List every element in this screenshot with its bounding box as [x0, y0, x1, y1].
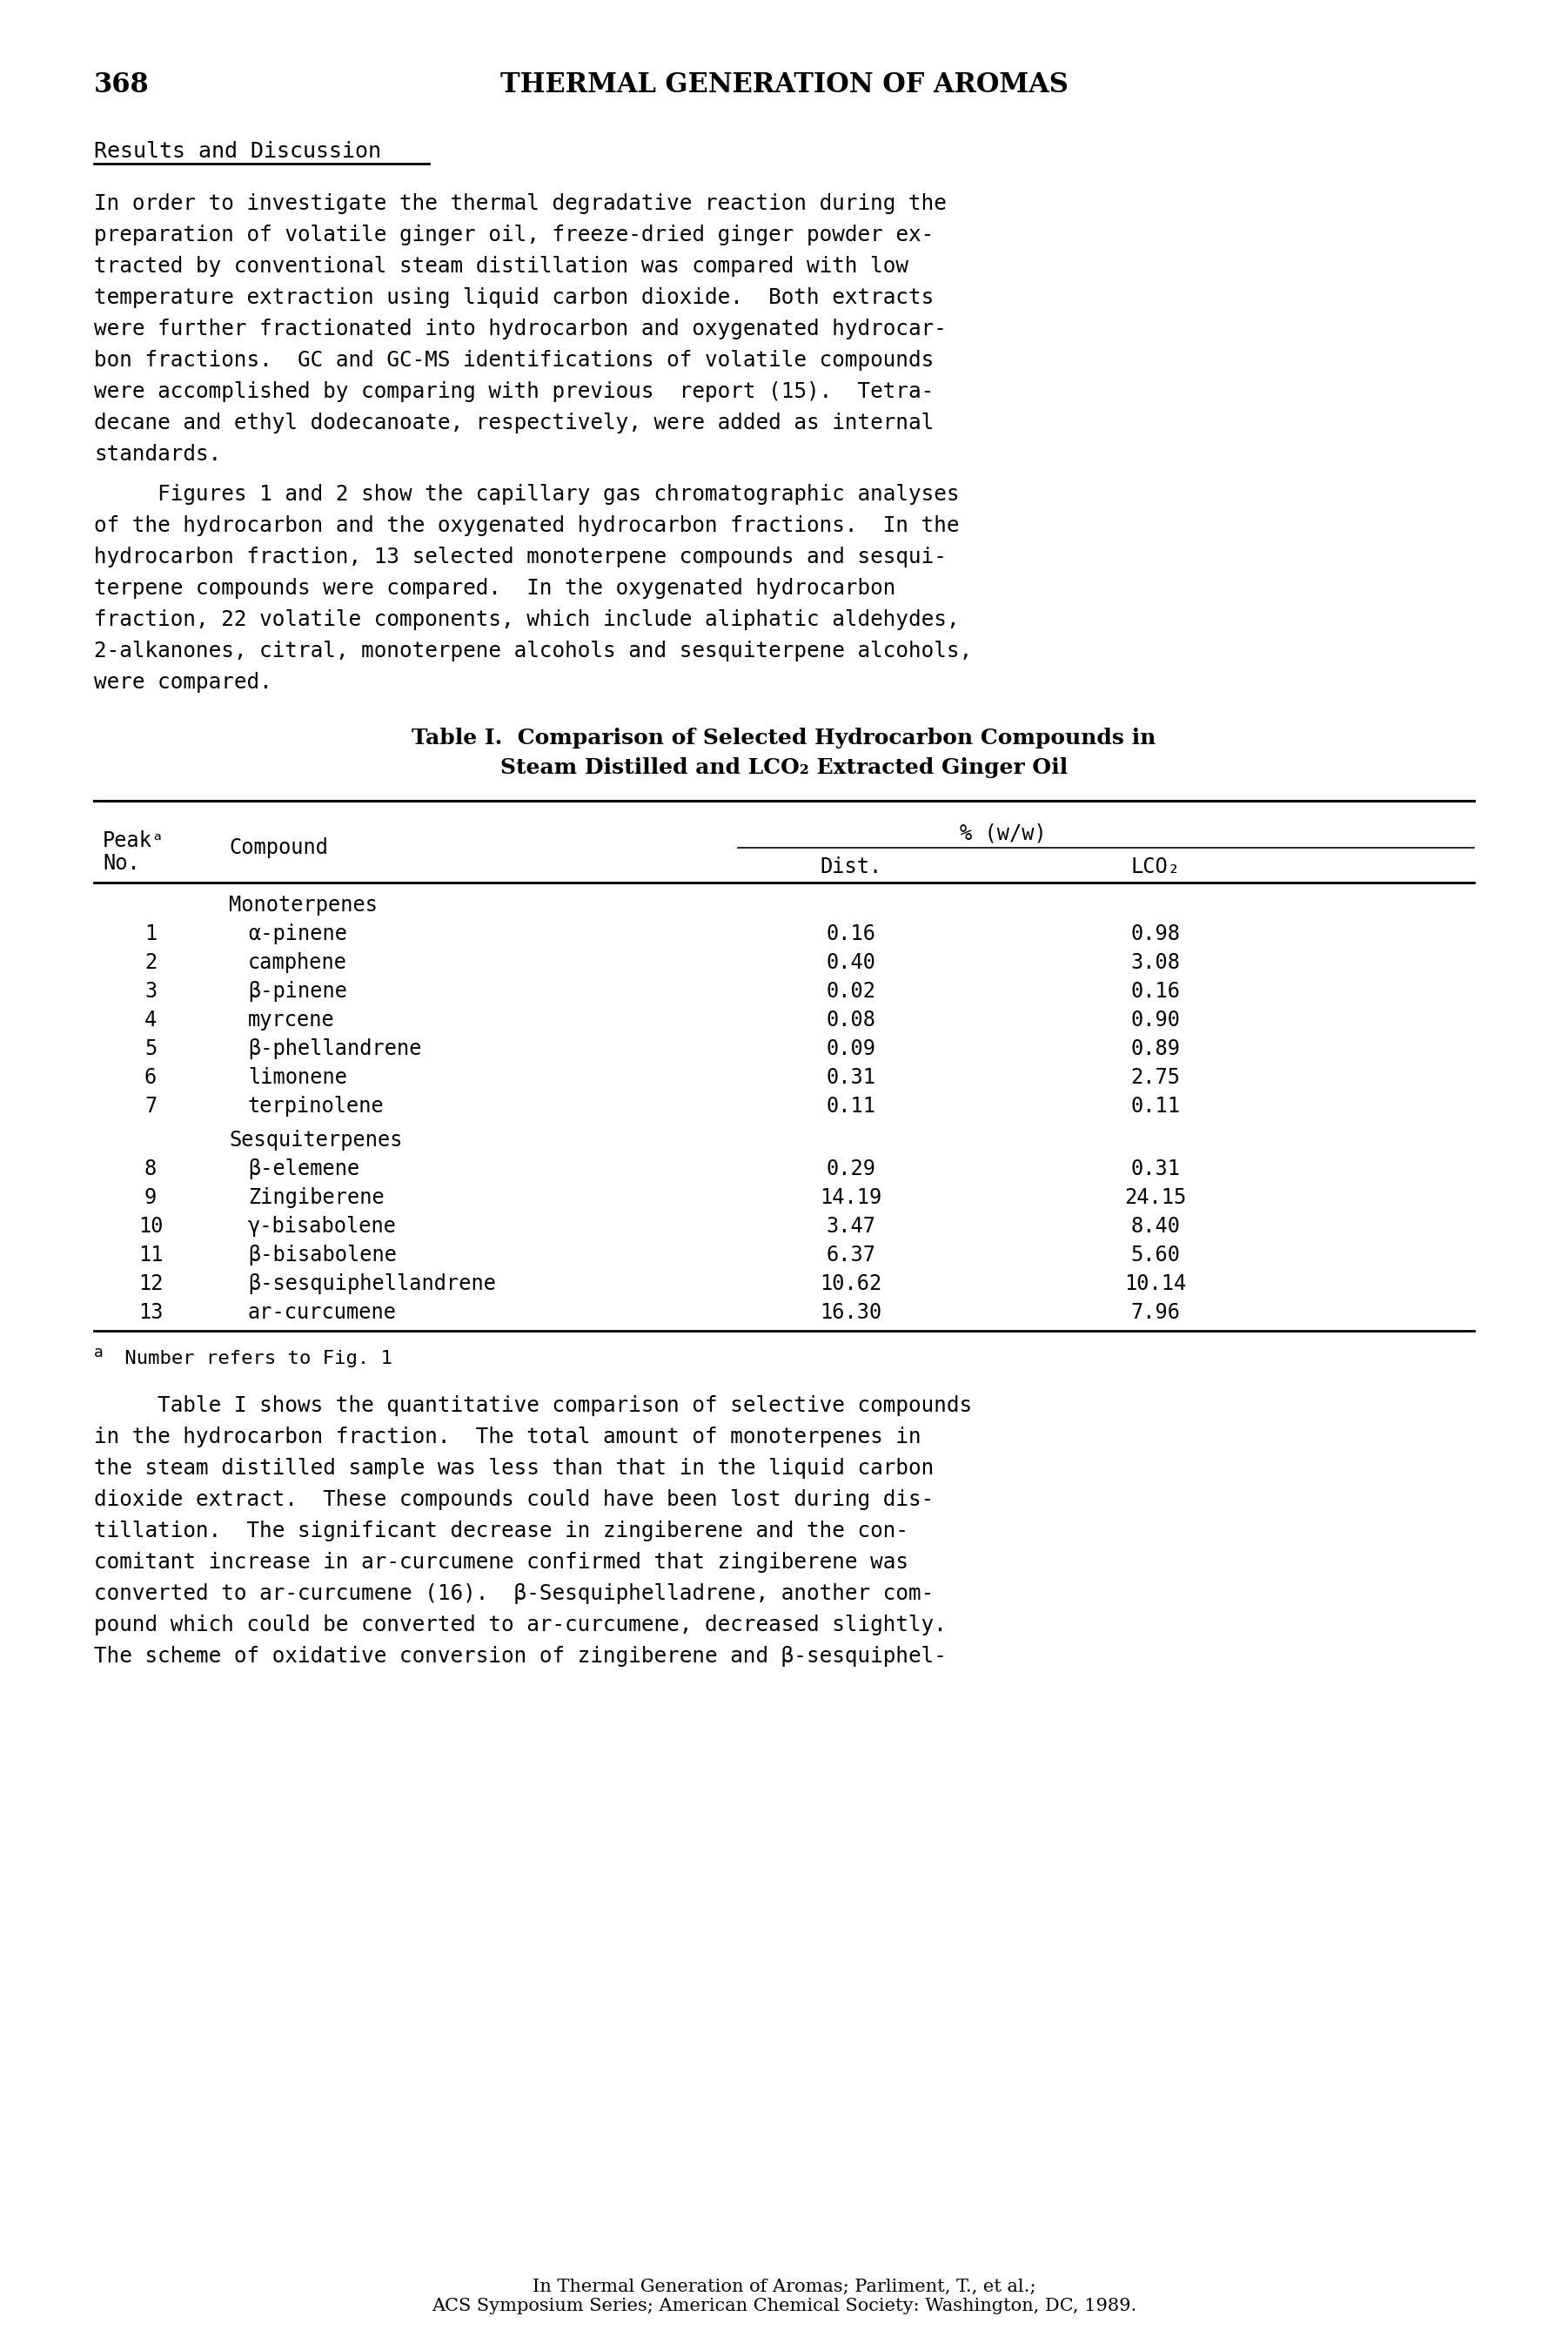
Text: converted to ar-curcumene (16).  β-Sesquiphelladrene, another com-: converted to ar-curcumene (16). β-Sesqui… — [94, 1584, 935, 1605]
Text: 12: 12 — [138, 1274, 163, 1295]
Text: 10.62: 10.62 — [820, 1274, 881, 1295]
Text: tracted by conventional steam distillation was compared with low: tracted by conventional steam distillati… — [94, 256, 908, 277]
Text: 0.16: 0.16 — [1131, 980, 1181, 1001]
Text: In order to investigate the thermal degradative reaction during the: In order to investigate the thermal degr… — [94, 193, 947, 214]
Text: 0.89: 0.89 — [1131, 1039, 1181, 1060]
Text: 0.90: 0.90 — [1131, 1010, 1181, 1032]
Text: LCO₂: LCO₂ — [1131, 855, 1181, 877]
Text: were accomplished by comparing with previous  report (15).  Tetra-: were accomplished by comparing with prev… — [94, 381, 935, 402]
Text: Monoterpenes: Monoterpenes — [229, 895, 378, 916]
Text: 0.11: 0.11 — [826, 1095, 877, 1116]
Text: Sesquiterpenes: Sesquiterpenes — [229, 1130, 403, 1152]
Text: tillation.  The significant decrease in zingiberene and the con-: tillation. The significant decrease in z… — [94, 1520, 908, 1542]
Text: ACS Symposium Series; American Chemical Society: Washington, DC, 1989.: ACS Symposium Series; American Chemical … — [431, 2298, 1137, 2315]
Text: 0.11: 0.11 — [1131, 1095, 1181, 1116]
Text: 0.40: 0.40 — [826, 952, 877, 973]
Text: β-sesquiphellandrene: β-sesquiphellandrene — [248, 1274, 495, 1295]
Text: Table I.  Comparison of Selected Hydrocarbon Compounds in: Table I. Comparison of Selected Hydrocar… — [412, 728, 1156, 750]
Text: were compared.: were compared. — [94, 672, 273, 693]
Text: myrcene: myrcene — [248, 1010, 336, 1032]
Text: 10: 10 — [138, 1215, 163, 1236]
Text: γ-bisabolene: γ-bisabolene — [248, 1215, 397, 1236]
Text: 3.47: 3.47 — [826, 1215, 877, 1236]
Text: preparation of volatile ginger oil, freeze-dried ginger powder ex-: preparation of volatile ginger oil, free… — [94, 226, 935, 244]
Text: % (w/w): % (w/w) — [960, 822, 1047, 844]
Text: β-phellandrene: β-phellandrene — [248, 1039, 422, 1060]
Text: 7: 7 — [144, 1095, 157, 1116]
Text: terpinolene: terpinolene — [248, 1095, 384, 1116]
Text: 3: 3 — [144, 980, 157, 1001]
Text: 2-alkanones, citral, monoterpene alcohols and sesquiterpene alcohols,: 2-alkanones, citral, monoterpene alcohol… — [94, 642, 972, 660]
Text: of the hydrocarbon and the oxygenated hydrocarbon fractions.  In the: of the hydrocarbon and the oxygenated hy… — [94, 515, 960, 536]
Text: a: a — [94, 1344, 103, 1361]
Text: 368: 368 — [94, 70, 149, 99]
Text: Zingiberene: Zingiberene — [248, 1187, 384, 1208]
Text: Compound: Compound — [229, 837, 328, 858]
Text: 7.96: 7.96 — [1131, 1302, 1181, 1323]
Text: Dist.: Dist. — [820, 855, 881, 877]
Text: 10.14: 10.14 — [1124, 1274, 1187, 1295]
Text: 0.31: 0.31 — [826, 1067, 877, 1088]
Text: β-bisabolene: β-bisabolene — [248, 1246, 397, 1267]
Text: 14.19: 14.19 — [820, 1187, 881, 1208]
Text: 0.08: 0.08 — [826, 1010, 877, 1032]
Text: 6: 6 — [144, 1067, 157, 1088]
Text: Peakᵃ: Peakᵃ — [102, 830, 165, 851]
Text: Number refers to Fig. 1: Number refers to Fig. 1 — [113, 1349, 392, 1368]
Text: In Thermal Generation of Aromas; Parliment, T., et al.;: In Thermal Generation of Aromas; Parlime… — [532, 2280, 1036, 2296]
Text: temperature extraction using liquid carbon dioxide.  Both extracts: temperature extraction using liquid carb… — [94, 287, 935, 308]
Text: ar-curcumene: ar-curcumene — [248, 1302, 397, 1323]
Text: 11: 11 — [138, 1246, 163, 1267]
Text: Figures 1 and 2 show the capillary gas chromatographic analyses: Figures 1 and 2 show the capillary gas c… — [94, 484, 960, 505]
Text: 0.29: 0.29 — [826, 1159, 877, 1180]
Text: β-elemene: β-elemene — [248, 1159, 359, 1180]
Text: dioxide extract.  These compounds could have been lost during dis-: dioxide extract. These compounds could h… — [94, 1490, 935, 1511]
Text: 9: 9 — [144, 1187, 157, 1208]
Text: 13: 13 — [138, 1302, 163, 1323]
Text: α-pinene: α-pinene — [248, 924, 347, 945]
Text: 5: 5 — [144, 1039, 157, 1060]
Text: in the hydrocarbon fraction.  The total amount of monoterpenes in: in the hydrocarbon fraction. The total a… — [94, 1426, 920, 1448]
Text: fraction, 22 volatile components, which include aliphatic aldehydes,: fraction, 22 volatile components, which … — [94, 609, 960, 630]
Text: the steam distilled sample was less than that in the liquid carbon: the steam distilled sample was less than… — [94, 1457, 935, 1478]
Text: standards.: standards. — [94, 444, 221, 465]
Text: No.: No. — [102, 853, 140, 874]
Text: 0.02: 0.02 — [826, 980, 877, 1001]
Text: 0.09: 0.09 — [826, 1039, 877, 1060]
Text: 2: 2 — [144, 952, 157, 973]
Text: 3.08: 3.08 — [1131, 952, 1181, 973]
Text: THERMAL GENERATION OF AROMAS: THERMAL GENERATION OF AROMAS — [500, 70, 1068, 99]
Text: were further fractionated into hydrocarbon and oxygenated hydrocar-: were further fractionated into hydrocarb… — [94, 320, 947, 338]
Text: Steam Distilled and LCO₂ Extracted Ginger Oil: Steam Distilled and LCO₂ Extracted Ginge… — [500, 757, 1068, 778]
Text: 0.31: 0.31 — [1131, 1159, 1181, 1180]
Text: 8: 8 — [144, 1159, 157, 1180]
Text: Results and Discussion: Results and Discussion — [94, 141, 381, 162]
Text: Table I shows the quantitative comparison of selective compounds: Table I shows the quantitative compariso… — [94, 1396, 972, 1417]
Text: camphene: camphene — [248, 952, 347, 973]
Text: 2.75: 2.75 — [1131, 1067, 1181, 1088]
Text: The scheme of oxidative conversion of zingiberene and β-sesquiphel-: The scheme of oxidative conversion of zi… — [94, 1645, 947, 1666]
Text: limonene: limonene — [248, 1067, 347, 1088]
Text: 6.37: 6.37 — [826, 1246, 877, 1267]
Text: 0.16: 0.16 — [826, 924, 877, 945]
Text: terpene compounds were compared.  In the oxygenated hydrocarbon: terpene compounds were compared. In the … — [94, 578, 895, 599]
Text: 5.60: 5.60 — [1131, 1246, 1181, 1267]
Text: 8.40: 8.40 — [1131, 1215, 1181, 1236]
Text: β-pinene: β-pinene — [248, 980, 347, 1001]
Text: decane and ethyl dodecanoate, respectively, were added as internal: decane and ethyl dodecanoate, respective… — [94, 414, 935, 432]
Text: hydrocarbon fraction, 13 selected monoterpene compounds and sesqui-: hydrocarbon fraction, 13 selected monote… — [94, 548, 947, 566]
Text: 4: 4 — [144, 1010, 157, 1032]
Text: bon fractions.  GC and GC-MS identifications of volatile compounds: bon fractions. GC and GC-MS identificati… — [94, 350, 935, 371]
Text: comitant increase in ar-curcumene confirmed that zingiberene was: comitant increase in ar-curcumene confir… — [94, 1551, 908, 1572]
Text: pound which could be converted to ar-curcumene, decreased slightly.: pound which could be converted to ar-cur… — [94, 1614, 947, 1636]
Text: 16.30: 16.30 — [820, 1302, 881, 1323]
Text: 0.98: 0.98 — [1131, 924, 1181, 945]
Text: 1: 1 — [144, 924, 157, 945]
Text: 24.15: 24.15 — [1124, 1187, 1187, 1208]
